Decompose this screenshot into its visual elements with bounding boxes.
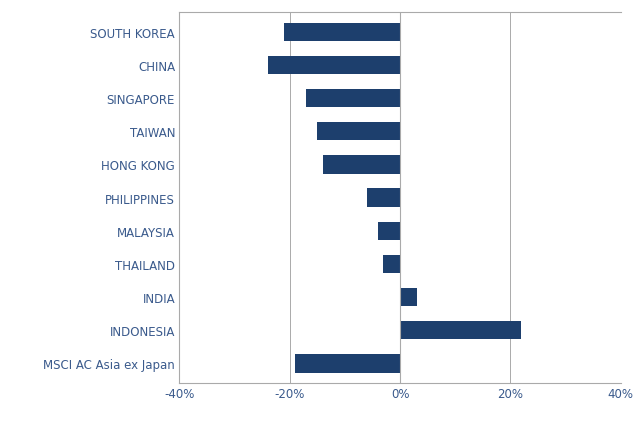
Bar — [317, 123, 400, 141]
Bar — [378, 222, 400, 240]
Bar — [284, 23, 400, 42]
Bar — [400, 321, 522, 340]
Bar — [400, 288, 417, 306]
Bar — [367, 189, 400, 207]
Bar — [268, 57, 400, 75]
Bar — [323, 156, 400, 174]
Bar — [295, 354, 400, 373]
Bar — [306, 90, 400, 108]
Bar — [383, 255, 400, 273]
